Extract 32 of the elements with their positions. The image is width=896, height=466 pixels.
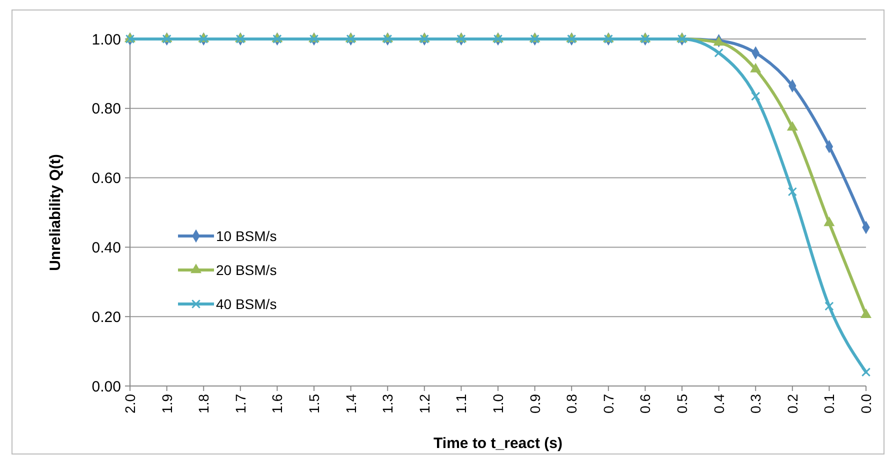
x-tick-label: 1.9 [158, 394, 175, 414]
y-tick-label: 0.20 [92, 308, 121, 326]
x-tick-label: 0.4 [710, 394, 727, 414]
legend-label: 10 BSM/s [216, 228, 277, 244]
y-axis-title: Unreliability Q(t) [47, 154, 64, 271]
x-tick-label: 1.4 [342, 394, 359, 414]
x-tick-label: 1.6 [269, 394, 286, 414]
x-tick-label: 0.1 [821, 394, 838, 414]
x-tick-label: 0.8 [564, 394, 580, 414]
legend-label: 40 BSM/s [216, 296, 277, 312]
y-tick-label: 0.00 [92, 378, 121, 396]
x-tick-label: 1.1 [453, 394, 470, 414]
x-tick-label: 2.0 [122, 394, 138, 414]
x-tick-label: 0.5 [674, 394, 690, 414]
x-tick-label: 0.2 [784, 394, 800, 414]
y-tick-label: 0.40 [92, 239, 121, 256]
x-tick-label: 0.9 [526, 394, 543, 414]
x-tick-label: 1.5 [306, 394, 322, 414]
x-tick-label: 1.8 [196, 394, 212, 414]
legend-label: 20 BSM/s [216, 262, 277, 278]
x-axis-title: Time to t_react (s) [434, 435, 562, 452]
y-tick-label: 0.80 [92, 100, 121, 118]
x-tick-label: 1.7 [232, 394, 248, 414]
y-tick-label: 1.00 [92, 31, 121, 48]
x-tick-label: 1.2 [416, 394, 432, 414]
x-tick-label: 1.0 [490, 394, 506, 414]
y-tick-label: 0.60 [92, 170, 121, 188]
x-tick-label: 0.6 [637, 394, 654, 414]
x-tick-label: 0.3 [748, 394, 764, 414]
x-tick-label: 1.3 [380, 394, 396, 414]
x-tick-label: 0.7 [600, 394, 616, 414]
x-tick-label: 0.0 [858, 394, 874, 414]
